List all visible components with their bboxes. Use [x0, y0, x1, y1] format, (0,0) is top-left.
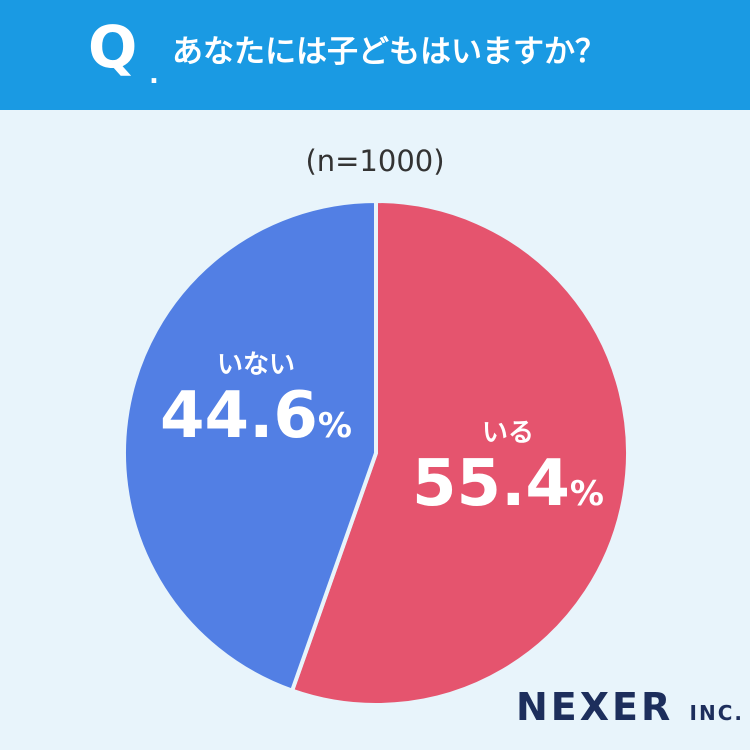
pie-slice-1	[122, 199, 378, 693]
slice-unit-inai: %	[317, 406, 352, 447]
logo-name: NEXER	[516, 685, 674, 729]
question-header: Q . あなたには子どもはいますか？	[0, 0, 750, 110]
slice-value-text-iru: 55.4	[412, 447, 570, 522]
slice-name-inai: いない	[216, 350, 295, 380]
question-text: あなたには子どもはいますか？	[172, 34, 606, 70]
slice-label-iru: いる 55.4%	[412, 418, 604, 520]
company-logo: NEXER INC.	[516, 688, 744, 726]
slice-value-text-inai: 44.6	[160, 379, 318, 454]
slice-label-inai: いない 44.6%	[160, 350, 352, 452]
logo-suffix: INC.	[689, 701, 744, 725]
slice-value-iru: 55.4%	[412, 449, 604, 519]
slice-unit-iru: %	[569, 474, 604, 515]
slice-value-inai: 44.6%	[160, 381, 352, 451]
sample-size: (n=1000)	[305, 144, 445, 178]
slice-name-iru: いる	[481, 418, 534, 448]
q-mark: Q	[88, 13, 138, 81]
q-dot: .	[149, 60, 159, 90]
